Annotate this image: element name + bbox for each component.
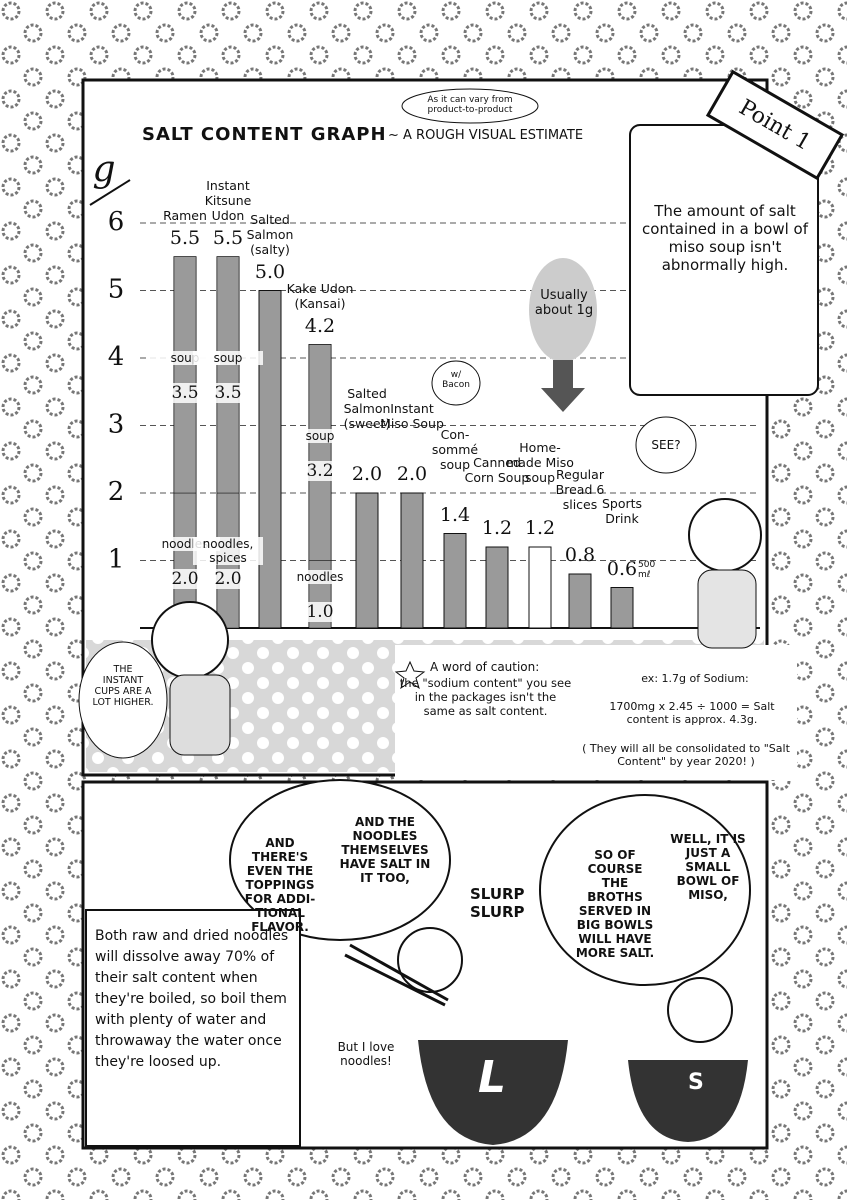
value-label: 0.6 — [606, 557, 638, 580]
segment-name: noodles — [285, 570, 355, 585]
bar-segment — [173, 256, 197, 494]
category-label: Instant Miso Soup — [380, 401, 444, 431]
bar — [258, 290, 282, 629]
value-label: 0.8 — [564, 544, 596, 566]
speech-bubble — [539, 794, 751, 986]
segment-value: 1.0 — [295, 602, 345, 623]
y-tick-label: 6 — [108, 207, 125, 237]
y-tick-label: 1 — [108, 545, 125, 575]
caution-footnote: ( They will all be consolidated to "Salt… — [582, 742, 790, 768]
value-label: 2.0 — [396, 463, 428, 485]
segment-value: 3.2 — [295, 460, 345, 481]
chart-title: SALT CONTENT GRAPH — [142, 124, 387, 145]
chopstick — [344, 953, 446, 1007]
bar — [485, 546, 509, 629]
bowl-label: S — [688, 1070, 704, 1095]
bar — [400, 492, 424, 629]
note-bubble — [401, 88, 539, 124]
caution-body: the "sodium content" you see in the pack… — [399, 676, 572, 718]
big-bowl — [418, 1040, 568, 1145]
category-label: Salted Salmon (sweet) — [343, 386, 391, 431]
usually-text: Usually about 1g — [534, 288, 594, 318]
sfx-text: SLURP SLURP — [470, 885, 525, 921]
caution-box — [395, 645, 797, 780]
arrow — [541, 360, 585, 412]
bowl-label: L — [478, 1052, 507, 1103]
category-label: Home-made Miso soup — [506, 440, 574, 485]
character-girl-eating — [397, 927, 463, 993]
character-boy-bowl — [667, 977, 733, 1043]
bar — [355, 492, 379, 629]
highlight — [529, 258, 597, 362]
segment-value: 2.0 — [203, 568, 253, 589]
cups-text: THE INSTANT CUPS ARE A LOT HIGHER. — [92, 664, 154, 708]
segment-name: soup — [193, 350, 263, 365]
bar — [443, 533, 467, 629]
segment-value: 3.5 — [160, 382, 210, 403]
bubble-text: SO OF COURSE THE BROTHS SERVED IN BIG BO… — [575, 848, 655, 960]
category-label: Con-sommé soup — [431, 426, 479, 472]
category-label: Kake Udon (Kansai) — [286, 280, 354, 311]
bar-segment — [308, 344, 332, 561]
bacon-bubble — [431, 360, 481, 406]
see-bubble — [635, 416, 697, 474]
tip-box — [85, 909, 301, 1147]
segment-value: 2.0 — [160, 568, 210, 589]
chart-subtitle: ~ A ROUGH VISUAL ESTIMATE — [388, 128, 584, 143]
cups-bubble — [78, 641, 168, 759]
category-label: Ramen — [163, 207, 207, 223]
value-label: 4.2 — [304, 314, 336, 337]
segment-value: 3.5 — [203, 382, 253, 403]
value-label: 5.0 — [254, 260, 286, 283]
bacon-text: w/ Bacon — [442, 370, 470, 390]
segment-name: noodles, spices — [193, 536, 263, 565]
chart-note: As it can vary from product-to-product — [427, 95, 513, 115]
character-girl-body — [697, 569, 757, 649]
star — [394, 660, 426, 690]
character-boy-body — [169, 674, 231, 756]
point-badge — [705, 69, 845, 181]
bubble-text: AND THERE'S EVEN THE TOPPINGS FOR ADDI-T… — [244, 836, 316, 934]
category-label: Canned Corn Soup — [464, 455, 530, 485]
y-tick-label: 2 — [108, 477, 125, 507]
y-tick-label: 4 — [108, 342, 125, 372]
see-text: SEE? — [651, 438, 681, 452]
y-axis-stroke — [89, 179, 131, 206]
value-label: 5.5 — [169, 226, 201, 249]
value-label: 2.0 — [351, 463, 383, 485]
category-label: Instant Kitsune Udon — [204, 177, 252, 223]
character-boy — [151, 601, 229, 679]
chopstick — [349, 943, 449, 1002]
value-label: 1.2 — [481, 517, 513, 539]
category-label: Salted Salmon (salty) — [246, 211, 294, 257]
small-bowl — [628, 1060, 748, 1142]
bar — [610, 587, 634, 629]
category-label: Regular Bread 6 slices — [555, 467, 605, 512]
segment-name: soup — [285, 428, 355, 443]
category-label: Sports Drink — [601, 495, 643, 526]
value-label: 1.2 — [524, 517, 556, 539]
info-text: The amount of salt contained in a bowl o… — [642, 202, 808, 274]
love-text: But I love noodles! — [337, 1040, 395, 1068]
bar-segment — [216, 256, 240, 494]
speech-bubble — [229, 779, 451, 941]
y-tick-label: 3 — [108, 410, 125, 440]
chart: g 1 2 3 4 5 6 — [89, 149, 760, 629]
bubble-text: WELL, IT IS JUST A SMALL BOWL OF MISO, — [670, 832, 746, 902]
tip-text: Both raw and dried noodles will dissolve… — [95, 928, 289, 1070]
y-axis-label: g — [92, 149, 115, 190]
value-label: 1.4 — [439, 503, 471, 526]
bottle-text: 500 mℓ — [638, 560, 656, 580]
bar — [528, 546, 552, 629]
caution-formula: 1700mg x 2.45 ÷ 1000 = Salt content is a… — [609, 700, 775, 726]
caution-title: A word of caution: — [430, 660, 540, 674]
bubble-text: AND THE NOODLES THEMSELVES HAVE SALT IN … — [339, 815, 431, 885]
value-label: 5.5 — [212, 226, 244, 249]
character-girl — [688, 498, 762, 572]
y-tick-label: 5 — [108, 275, 125, 305]
caution-example: ex: 1.7g of Sodium: — [641, 672, 749, 685]
bar — [568, 573, 592, 629]
